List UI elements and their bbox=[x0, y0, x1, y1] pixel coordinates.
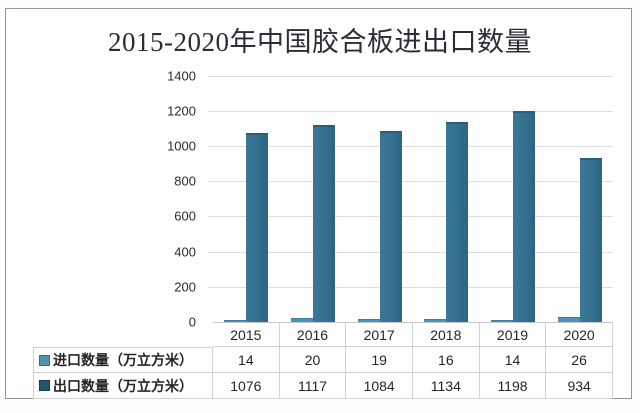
import-bar-2017 bbox=[357, 318, 380, 322]
import-bar-2015 bbox=[224, 319, 247, 322]
import-bar-2019 bbox=[491, 319, 513, 322]
gridline bbox=[208, 216, 613, 218]
export-bar-2015 bbox=[246, 132, 269, 322]
export-bar-2018 bbox=[446, 122, 469, 322]
y-tick-label: 1200 bbox=[167, 103, 196, 119]
gridline bbox=[208, 110, 613, 112]
legend-key-export-icon bbox=[39, 380, 50, 391]
export-bar-2020 bbox=[579, 157, 602, 322]
table-value-import-2015: 14 bbox=[213, 347, 280, 373]
x-axis-label-2016: 2016 bbox=[279, 322, 347, 347]
x-axis-label-2018: 2018 bbox=[412, 322, 480, 347]
y-tick-label: 800 bbox=[174, 173, 196, 189]
data-table: 2015 2016 2017 2018 2019 2020 进口数量（万立方米） 14 20 19… bbox=[33, 322, 613, 399]
x-axis-label-2015: 2015 bbox=[213, 322, 280, 347]
table-value-import-2017: 19 bbox=[346, 347, 413, 373]
gridline bbox=[208, 286, 613, 288]
y-tick-label: 1000 bbox=[167, 138, 196, 154]
table-value-export-2020: 934 bbox=[546, 373, 613, 399]
gridline bbox=[208, 145, 613, 147]
table-value-export-2017: 1084 bbox=[346, 373, 413, 399]
table-row-label-import: 进口数量（万立方米） bbox=[33, 347, 213, 373]
table-value-export-2018: 1134 bbox=[412, 373, 480, 399]
import-bar-2018 bbox=[424, 319, 447, 322]
table-value-export-2015: 1076 bbox=[213, 373, 280, 399]
x-axis-label-2019: 2019 bbox=[479, 322, 547, 347]
table-value-import-2016: 20 bbox=[279, 347, 347, 373]
x-axis-label-2020: 2020 bbox=[546, 322, 613, 347]
y-tick-label: 1400 bbox=[167, 68, 196, 83]
y-tick-label: 600 bbox=[174, 208, 196, 224]
table-corner-cell bbox=[33, 322, 213, 347]
table-value-export-2016: 1117 bbox=[279, 373, 347, 399]
table-value-import-2019: 14 bbox=[479, 347, 547, 373]
table-value-import-2018: 16 bbox=[412, 347, 480, 373]
series-label: 进口数量（万立方米） bbox=[53, 352, 193, 368]
y-tick-label: 0 bbox=[188, 314, 196, 330]
export-bar-2016 bbox=[313, 125, 335, 322]
gridline bbox=[208, 75, 613, 77]
gridline bbox=[208, 181, 613, 183]
import-bar-2020 bbox=[557, 317, 580, 322]
export-bar-2017 bbox=[379, 131, 402, 322]
y-tick-label: 200 bbox=[174, 279, 196, 295]
gridline bbox=[208, 251, 613, 253]
y-tick-label: 400 bbox=[174, 244, 196, 260]
table-value-import-2020: 26 bbox=[546, 347, 613, 373]
table-row-label-export: 出口数量（万立方米） bbox=[33, 373, 213, 399]
series-label: 出口数量（万立方米） bbox=[53, 377, 193, 394]
import-bar-2016 bbox=[291, 318, 313, 322]
table-value-export-2019: 1198 bbox=[479, 373, 547, 399]
export-bar-2019 bbox=[513, 111, 535, 322]
x-axis-label-2017: 2017 bbox=[346, 322, 413, 347]
chart-title: 2015-2020年中国胶合板进出口数量 bbox=[108, 27, 532, 57]
legend-key-import-icon bbox=[39, 354, 50, 366]
